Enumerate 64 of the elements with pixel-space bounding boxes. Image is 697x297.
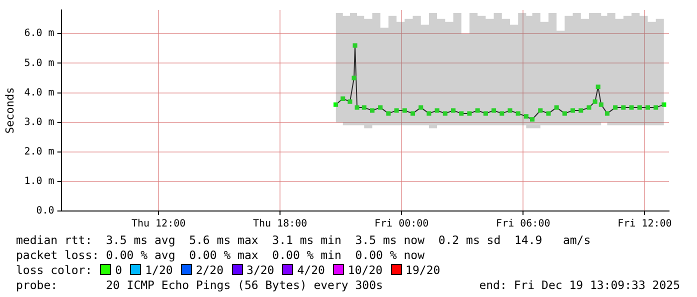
point — [378, 105, 383, 110]
y-tick-label: 2.0 m — [24, 146, 54, 158]
point — [410, 111, 416, 116]
point — [348, 99, 352, 104]
text: packet loss: 0.00 % avg 0.00 % max 0.00 % min 0.00 % now — [16, 248, 426, 263]
point — [334, 102, 338, 107]
point — [475, 108, 480, 113]
point — [418, 105, 424, 110]
y-tick-label: 1.0 m — [24, 176, 54, 188]
point — [459, 111, 464, 116]
x-tick-label: Fri 00:00 — [374, 218, 429, 230]
point — [354, 105, 360, 110]
text: median rtt: 3.5 ms avg 5.6 ms max 3.1 ms min 3.5 ms now 0.2 ms sd 14.9 am/s — [16, 233, 592, 248]
point — [434, 108, 440, 113]
point — [370, 108, 375, 113]
point — [637, 105, 642, 110]
point — [538, 108, 543, 113]
x-tick-label: Thu 12:00 — [131, 218, 186, 230]
x-tick-label: Fri 12:00 — [618, 218, 672, 230]
point — [386, 111, 391, 116]
point — [662, 102, 666, 107]
point — [613, 105, 618, 110]
point — [362, 105, 366, 110]
point — [394, 108, 399, 113]
y-tick-label: 5.0 m — [24, 58, 54, 69]
point — [530, 117, 535, 122]
point — [426, 111, 432, 116]
point — [604, 111, 610, 116]
text: loss color: 0 1/20 2/20 3/20 4/20 10/20 19/20 — [16, 263, 440, 277]
x-tick-label: Fri 06:00 — [496, 218, 550, 230]
y-tick-label: 3.0 m — [24, 116, 54, 128]
point — [492, 108, 496, 113]
y-axis-title: Seconds — [3, 87, 16, 134]
point — [645, 105, 650, 110]
text: end: Fri Dec 19 13:09:33 2025 — [479, 278, 680, 293]
point — [654, 105, 658, 110]
point — [598, 102, 604, 107]
point — [592, 99, 598, 104]
point — [352, 43, 358, 48]
point — [621, 105, 626, 110]
point — [451, 108, 456, 113]
point — [596, 84, 600, 90]
point — [483, 111, 488, 116]
point — [524, 114, 528, 119]
point — [500, 111, 504, 116]
y-tick-label: 0.0 — [36, 206, 54, 217]
point — [570, 108, 576, 113]
point — [554, 105, 559, 110]
point — [546, 111, 551, 116]
point — [629, 105, 634, 110]
point — [442, 111, 448, 116]
point — [578, 108, 584, 113]
y-tick-label: 4.0 m — [24, 87, 54, 98]
text: probe: 20 ICMP Echo Pings (56 Bytes) every 300s — [16, 278, 383, 292]
point — [586, 105, 592, 110]
point — [340, 96, 346, 101]
y-tick-label: 6.0 m — [24, 28, 54, 40]
point — [467, 111, 472, 116]
x-tick-label: Thu 18:00 — [252, 218, 308, 230]
point — [508, 108, 512, 113]
point — [402, 108, 407, 113]
point — [352, 76, 356, 80]
point — [562, 111, 567, 116]
point — [516, 111, 520, 116]
